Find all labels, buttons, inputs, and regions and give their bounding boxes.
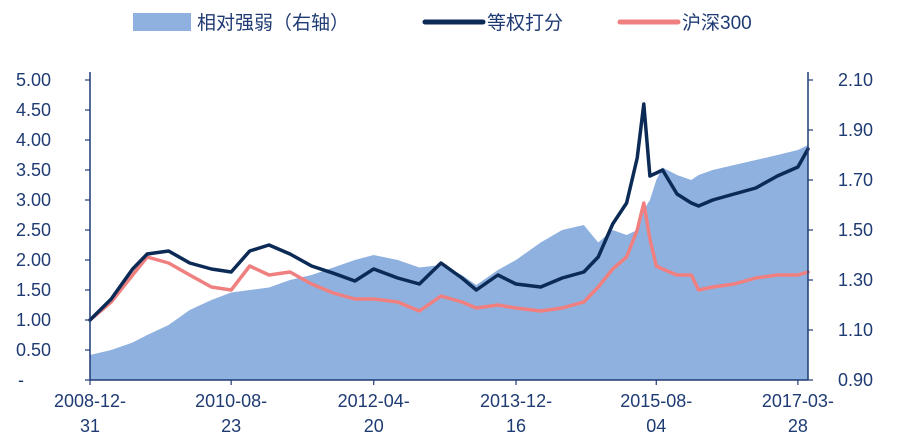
left-axis-ticks: 5.00 4.50 4.00 3.50 3.00 2.50 2.00 1.50 1.00 0.50… bbox=[16, 70, 90, 390]
area-layer bbox=[90, 145, 808, 380]
left-tick-label: 3.50 bbox=[16, 160, 51, 180]
left-tick-label: 5.00 bbox=[16, 70, 51, 90]
x-tick-label-line2: 28 bbox=[788, 416, 808, 436]
x-axis-ticks: 2008-12- 31 2010-08- 23 2012-04- 20 2013-12- 16… bbox=[54, 380, 834, 436]
left-tick-label: 4.00 bbox=[16, 130, 51, 150]
right-tick-label: 1.90 bbox=[838, 120, 873, 140]
left-tick-label: 2.50 bbox=[16, 220, 51, 240]
x-tick-label-line1: 2010-08- bbox=[195, 391, 267, 411]
legend: 相对强弱（右轴） 等权打分 沪深300 bbox=[133, 12, 752, 34]
left-tick-label: 0.50 bbox=[16, 340, 51, 360]
x-tick-label-line2: 04 bbox=[646, 416, 666, 436]
legend-label-1: 等权打分 bbox=[487, 12, 563, 34]
left-tick-label: - bbox=[18, 370, 24, 390]
left-tick-label: 1.50 bbox=[16, 280, 51, 300]
left-tick-label: 4.50 bbox=[16, 100, 51, 120]
series-line-equal-weight bbox=[88, 102, 810, 322]
right-tick-label: 1.10 bbox=[838, 320, 873, 340]
x-tick-label-line1: 2008-12- bbox=[54, 391, 126, 411]
line-layer bbox=[88, 102, 810, 322]
series-area-relative-strength bbox=[90, 145, 808, 380]
left-tick-label: 3.00 bbox=[16, 190, 51, 210]
right-tick-label: 2.10 bbox=[838, 70, 873, 90]
x-tick-label-line1: 2017-03- bbox=[762, 391, 834, 411]
right-tick-label: 1.70 bbox=[838, 170, 873, 190]
x-tick-label-line1: 2013-12- bbox=[480, 391, 552, 411]
x-tick-label-line2: 20 bbox=[364, 416, 384, 436]
axes bbox=[89, 72, 809, 381]
legend-label-0: 相对强弱（右轴） bbox=[197, 12, 349, 34]
right-tick-label: 1.50 bbox=[838, 220, 873, 240]
x-tick-label-line2: 31 bbox=[80, 416, 100, 436]
x-tick-label-line2: 23 bbox=[221, 416, 241, 436]
x-tick-label-line2: 16 bbox=[506, 416, 526, 436]
legend-label-2: 沪深300 bbox=[682, 12, 752, 34]
legend-swatch-relative-strength bbox=[133, 13, 191, 31]
left-tick-label: 2.00 bbox=[16, 250, 51, 270]
series-line-csi300 bbox=[88, 201, 810, 322]
x-tick-label-line1: 2012-04- bbox=[338, 391, 410, 411]
x-tick-label-line1: 2015-08- bbox=[620, 391, 692, 411]
right-tick-label: 1.30 bbox=[838, 270, 873, 290]
left-tick-label: 1.00 bbox=[16, 310, 51, 330]
right-tick-label: 0.90 bbox=[838, 370, 873, 390]
right-axis-ticks: 2.10 1.90 1.70 1.50 1.30 1.10 0.90 bbox=[808, 70, 873, 390]
